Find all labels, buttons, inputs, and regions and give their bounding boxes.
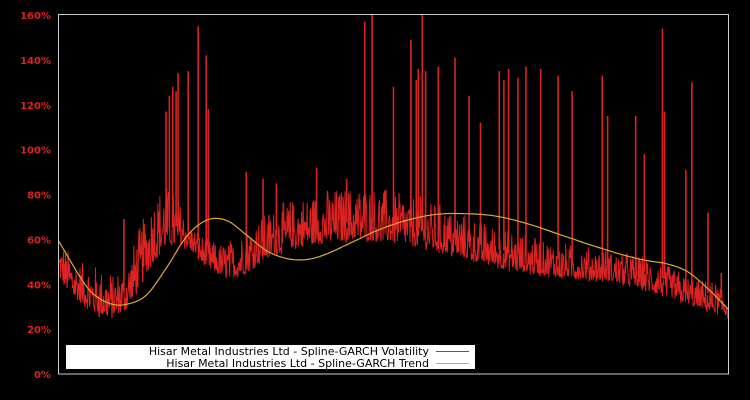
y-tick-label: 20% bbox=[27, 325, 51, 336]
y-tick-label: 160% bbox=[20, 11, 51, 22]
y-tick-label: 0% bbox=[34, 370, 51, 381]
y-tick-label: 120% bbox=[20, 101, 51, 112]
legend: Hisar Metal Industries Ltd - Spline-GARC… bbox=[66, 345, 475, 370]
y-tick-label: 60% bbox=[27, 235, 51, 246]
y-tick-label: 140% bbox=[20, 56, 51, 67]
legend-box bbox=[66, 345, 475, 369]
trend-series bbox=[58, 212, 729, 310]
y-tick-label: 80% bbox=[27, 191, 51, 202]
y-tick-label: 40% bbox=[27, 280, 51, 291]
y-tick-label: 100% bbox=[20, 146, 51, 157]
plot-frame bbox=[58, 14, 729, 375]
y-axis: 0% 20% 40% 60% 80% 100% 120% 140% 160% bbox=[20, 11, 51, 381]
legend-label-volatility: Hisar Metal Industries Ltd - Spline-GARC… bbox=[149, 345, 430, 358]
volatility-series bbox=[58, 15, 729, 319]
plot-area bbox=[58, 15, 729, 319]
legend-label-trend: Hisar Metal Industries Ltd - Spline-GARC… bbox=[166, 357, 429, 370]
